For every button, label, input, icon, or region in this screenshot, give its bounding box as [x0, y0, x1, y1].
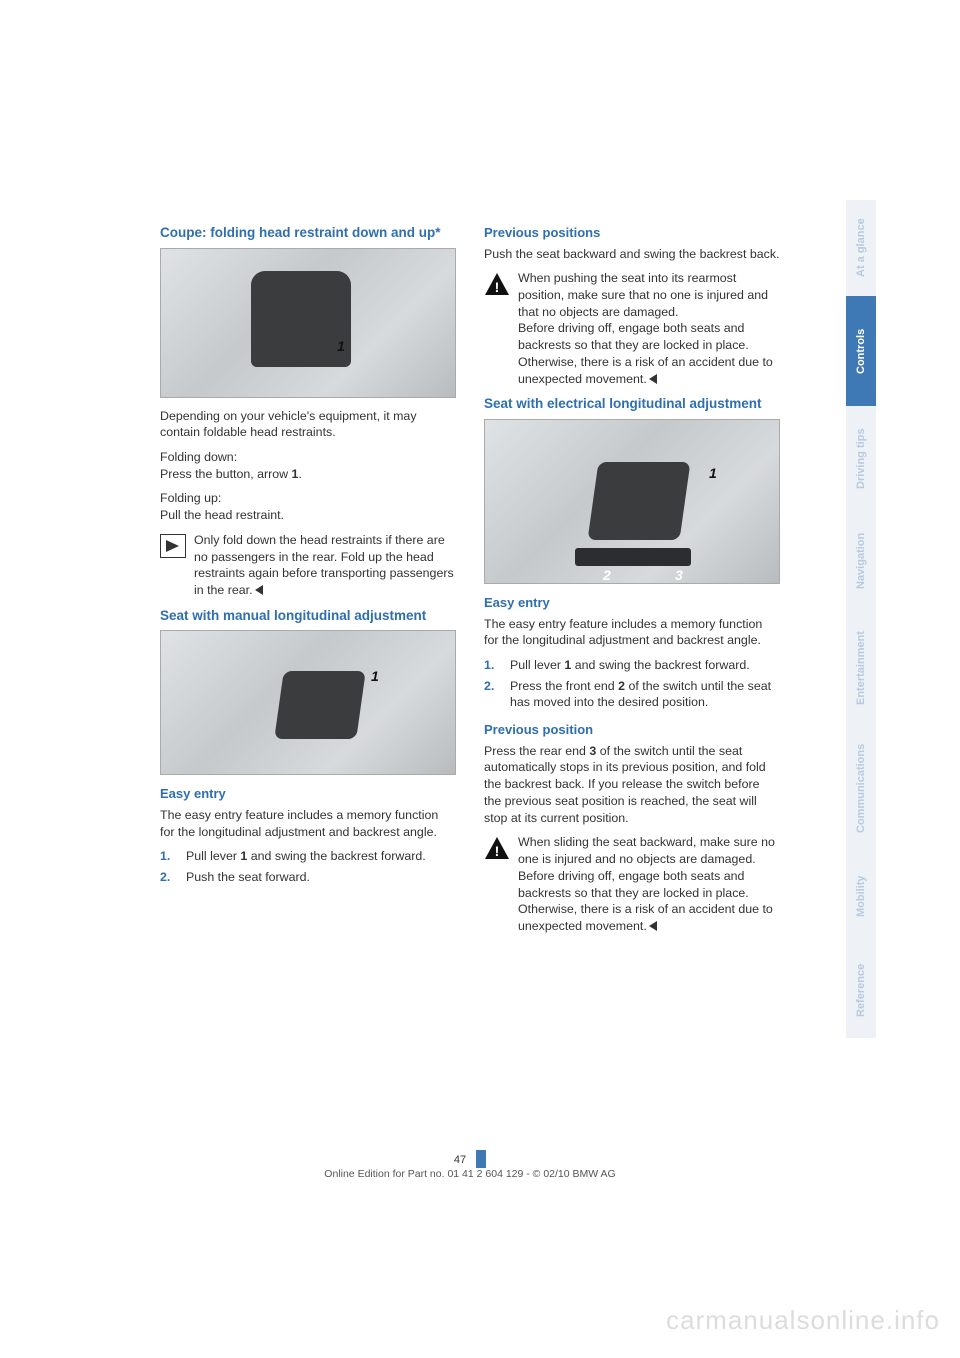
- figure-head-restraint-shape: [251, 271, 351, 367]
- two-column-layout: Coupe: folding head restraint down and u…: [160, 224, 780, 943]
- svg-text:!: !: [495, 843, 500, 859]
- figure-label-1: 1: [337, 337, 345, 356]
- para-equipment: Depending on your vehicle's equipment, i…: [160, 408, 456, 441]
- step-text: Pull lever 1 and swing the backrest forw…: [186, 848, 456, 865]
- right-column: Previous positions Push the seat backwar…: [484, 224, 780, 943]
- end-marker-icon: [649, 374, 657, 384]
- warning-icon: !: [484, 836, 510, 860]
- step-num: 1.: [160, 848, 176, 865]
- steps-easy-entry-right: 1. Pull lever 1 and swing the backrest f…: [484, 657, 780, 711]
- figure-elec-label-2: 2: [603, 566, 611, 585]
- label-folding-down: Folding down:: [160, 450, 237, 464]
- tab-communications[interactable]: Communications: [846, 726, 876, 850]
- step-1-right: 1. Pull lever 1 and swing the backrest f…: [484, 657, 780, 674]
- warning-rearmost-text: When pushing the seat into its rearmost …: [518, 270, 780, 387]
- para-folding-down: Folding down: Press the button, arrow 1.: [160, 449, 456, 482]
- text-press-button-post: .: [298, 467, 301, 481]
- warning-sliding-back-text: When sliding the seat backward, make sur…: [518, 834, 780, 934]
- step-num: 2.: [160, 869, 176, 886]
- step-2-left: 2. Push the seat forward.: [160, 869, 456, 886]
- manual-page: Coupe: folding head restraint down and u…: [0, 0, 960, 1358]
- end-marker-icon: [649, 921, 657, 931]
- step-post: and swing the backrest forward.: [571, 658, 749, 672]
- heading-easy-entry-right: Easy entry: [484, 594, 780, 612]
- figure-manual-seat-shape: [274, 671, 366, 739]
- tab-entertainment[interactable]: Entertainment: [846, 610, 876, 726]
- tab-driving-tips[interactable]: Driving tips: [846, 406, 876, 512]
- left-column: Coupe: folding head restraint down and u…: [160, 224, 456, 943]
- text-press-button-pre: Press the button, arrow: [160, 467, 292, 481]
- step-num: 1.: [484, 657, 500, 674]
- page-number-bar: [476, 1150, 486, 1168]
- step-pre: Press the front end: [510, 679, 618, 693]
- para-easy-entry-right: The easy entry feature includes a memory…: [484, 616, 780, 649]
- label-folding-up: Folding up:: [160, 491, 221, 505]
- para-previous-position: Press the rear end 3 of the switch until…: [484, 743, 780, 827]
- page-number: 47: [454, 1154, 472, 1166]
- step-pre: Push the seat forward.: [186, 870, 310, 884]
- warning-icon: !: [484, 272, 510, 296]
- step-pre: Pull lever: [186, 849, 240, 863]
- heading-previous-positions: Previous positions: [484, 224, 780, 242]
- warning-sliding-back: ! When sliding the seat backward, make s…: [484, 834, 780, 934]
- para-prev-pre: Press the rear end: [484, 744, 589, 758]
- step-text: Press the front end 2 of the switch unti…: [510, 678, 780, 711]
- figure-electrical-seat-shape: [588, 462, 691, 540]
- warning-rearmost-a: When pushing the seat into its rearmost …: [518, 271, 768, 318]
- figure-manual-seat: 1: [160, 630, 456, 775]
- heading-easy-entry-left: Easy entry: [160, 785, 456, 803]
- tab-navigation[interactable]: Navigation: [846, 512, 876, 610]
- note-fold-restraints-span: Only fold down the head restraints if th…: [194, 533, 454, 597]
- footer-edition-line: Online Edition for Part no. 01 41 2 604 …: [160, 1168, 780, 1180]
- step-bold: 2: [618, 679, 625, 693]
- step-text: Pull lever 1 and swing the backrest forw…: [510, 657, 780, 674]
- figure-elec-label-1: 1: [709, 464, 717, 483]
- heading-coupe-fold: Coupe: folding head restraint down and u…: [160, 224, 456, 242]
- step-post: and swing the backrest forward.: [247, 849, 425, 863]
- warning-sliding-a: When sliding the seat backward, make sur…: [518, 835, 775, 866]
- step-num: 2.: [484, 678, 500, 711]
- step-1-left: 1. Pull lever 1 and swing the backrest f…: [160, 848, 456, 865]
- heading-manual-adjust: Seat with manual longitudinal adjustment: [160, 607, 456, 625]
- note-fold-restraints: Only fold down the head restraints if th…: [160, 532, 456, 599]
- steps-easy-entry-left: 1. Pull lever 1 and swing the backrest f…: [160, 848, 456, 885]
- page-number-wrap: 47: [160, 1150, 780, 1168]
- tab-reference[interactable]: Reference: [846, 942, 876, 1038]
- figure-electrical-seat: 1 2 3: [484, 419, 780, 584]
- para-folding-up: Folding up: Pull the head restraint.: [160, 490, 456, 523]
- section-tabs: At a glance Controls Driving tips Naviga…: [846, 200, 876, 1038]
- note-fold-restraints-text: Only fold down the head restraints if th…: [194, 532, 456, 599]
- tab-at-a-glance[interactable]: At a glance: [846, 200, 876, 296]
- step-2-right: 2. Press the front end 2 of the switch u…: [484, 678, 780, 711]
- heading-previous-position: Previous position: [484, 721, 780, 739]
- tip-icon: [160, 534, 186, 558]
- watermark-text: carmanualsonline.info: [666, 1305, 940, 1336]
- svg-text:!: !: [495, 279, 500, 295]
- text-pull-restraint: Pull the head restraint.: [160, 508, 284, 522]
- step-pre: Pull lever: [510, 658, 564, 672]
- tab-controls[interactable]: Controls: [846, 296, 876, 406]
- figure-head-restraint: 1: [160, 248, 456, 398]
- figure-switch-shape: [575, 548, 691, 566]
- tab-mobility[interactable]: Mobility: [846, 850, 876, 942]
- figure-manual-label-1: 1: [371, 667, 379, 686]
- warning-rearmost: ! When pushing the seat into its rearmos…: [484, 270, 780, 387]
- warning-rearmost-b: Before driving off, engage both seats an…: [518, 321, 773, 385]
- end-marker-icon: [255, 585, 263, 595]
- step-text: Push the seat forward.: [186, 869, 456, 886]
- para-easy-entry-left: The easy entry feature includes a memory…: [160, 807, 456, 840]
- para-push-seat-back: Push the seat backward and swing the bac…: [484, 246, 780, 263]
- content-area: Coupe: folding head restraint down and u…: [160, 224, 780, 943]
- warning-sliding-b: Before driving off, engage both seats an…: [518, 869, 773, 933]
- figure-elec-label-3: 3: [675, 566, 683, 585]
- heading-electrical-adjust: Seat with electrical longitudinal adjust…: [484, 395, 780, 413]
